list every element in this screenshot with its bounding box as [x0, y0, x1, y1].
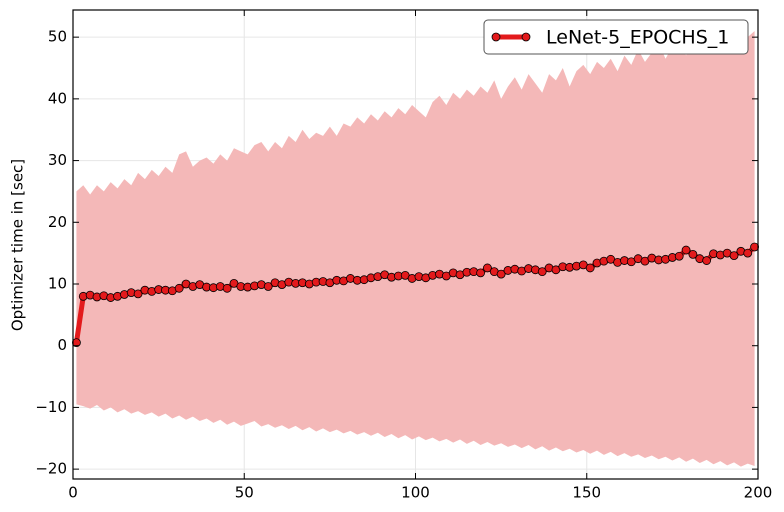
marker	[702, 256, 712, 265]
y-tick-label: −10	[35, 398, 67, 416]
x-tick-label: 150	[572, 484, 601, 502]
y-tick-label: 10	[48, 274, 67, 292]
y-axis-label: Optimizer time in [sec]	[9, 159, 27, 331]
marker	[743, 248, 753, 258]
band	[76, 24, 755, 467]
marker	[681, 245, 691, 255]
marker	[688, 249, 698, 259]
legend-marker	[521, 32, 531, 42]
marker	[750, 242, 759, 252]
marker	[476, 268, 485, 278]
marker	[222, 283, 232, 293]
marker	[483, 263, 492, 273]
y-tick-label: 20	[48, 213, 67, 231]
legend-box	[483, 19, 749, 55]
y-tick-label: 40	[48, 89, 67, 107]
marker	[174, 283, 184, 293]
y-tick-label: 30	[48, 151, 67, 169]
marker	[133, 289, 143, 299]
marker	[585, 263, 595, 273]
marker	[537, 267, 547, 277]
x-tick-label: 0	[68, 484, 78, 502]
legend-marker	[491, 32, 501, 42]
y-tick-label: 0	[57, 336, 67, 354]
marker	[496, 269, 506, 279]
x-tick-label: 200	[744, 484, 773, 502]
marker	[729, 251, 739, 261]
marker	[263, 282, 273, 291]
y-tick-label: −20	[35, 460, 67, 478]
marker	[674, 251, 684, 261]
legend-label: LeNet-5_EPOCHS_1	[546, 27, 729, 49]
x-tick-label: 100	[401, 484, 430, 502]
x-tick-label: 50	[235, 484, 254, 502]
y-tick-label: 50	[48, 28, 67, 46]
